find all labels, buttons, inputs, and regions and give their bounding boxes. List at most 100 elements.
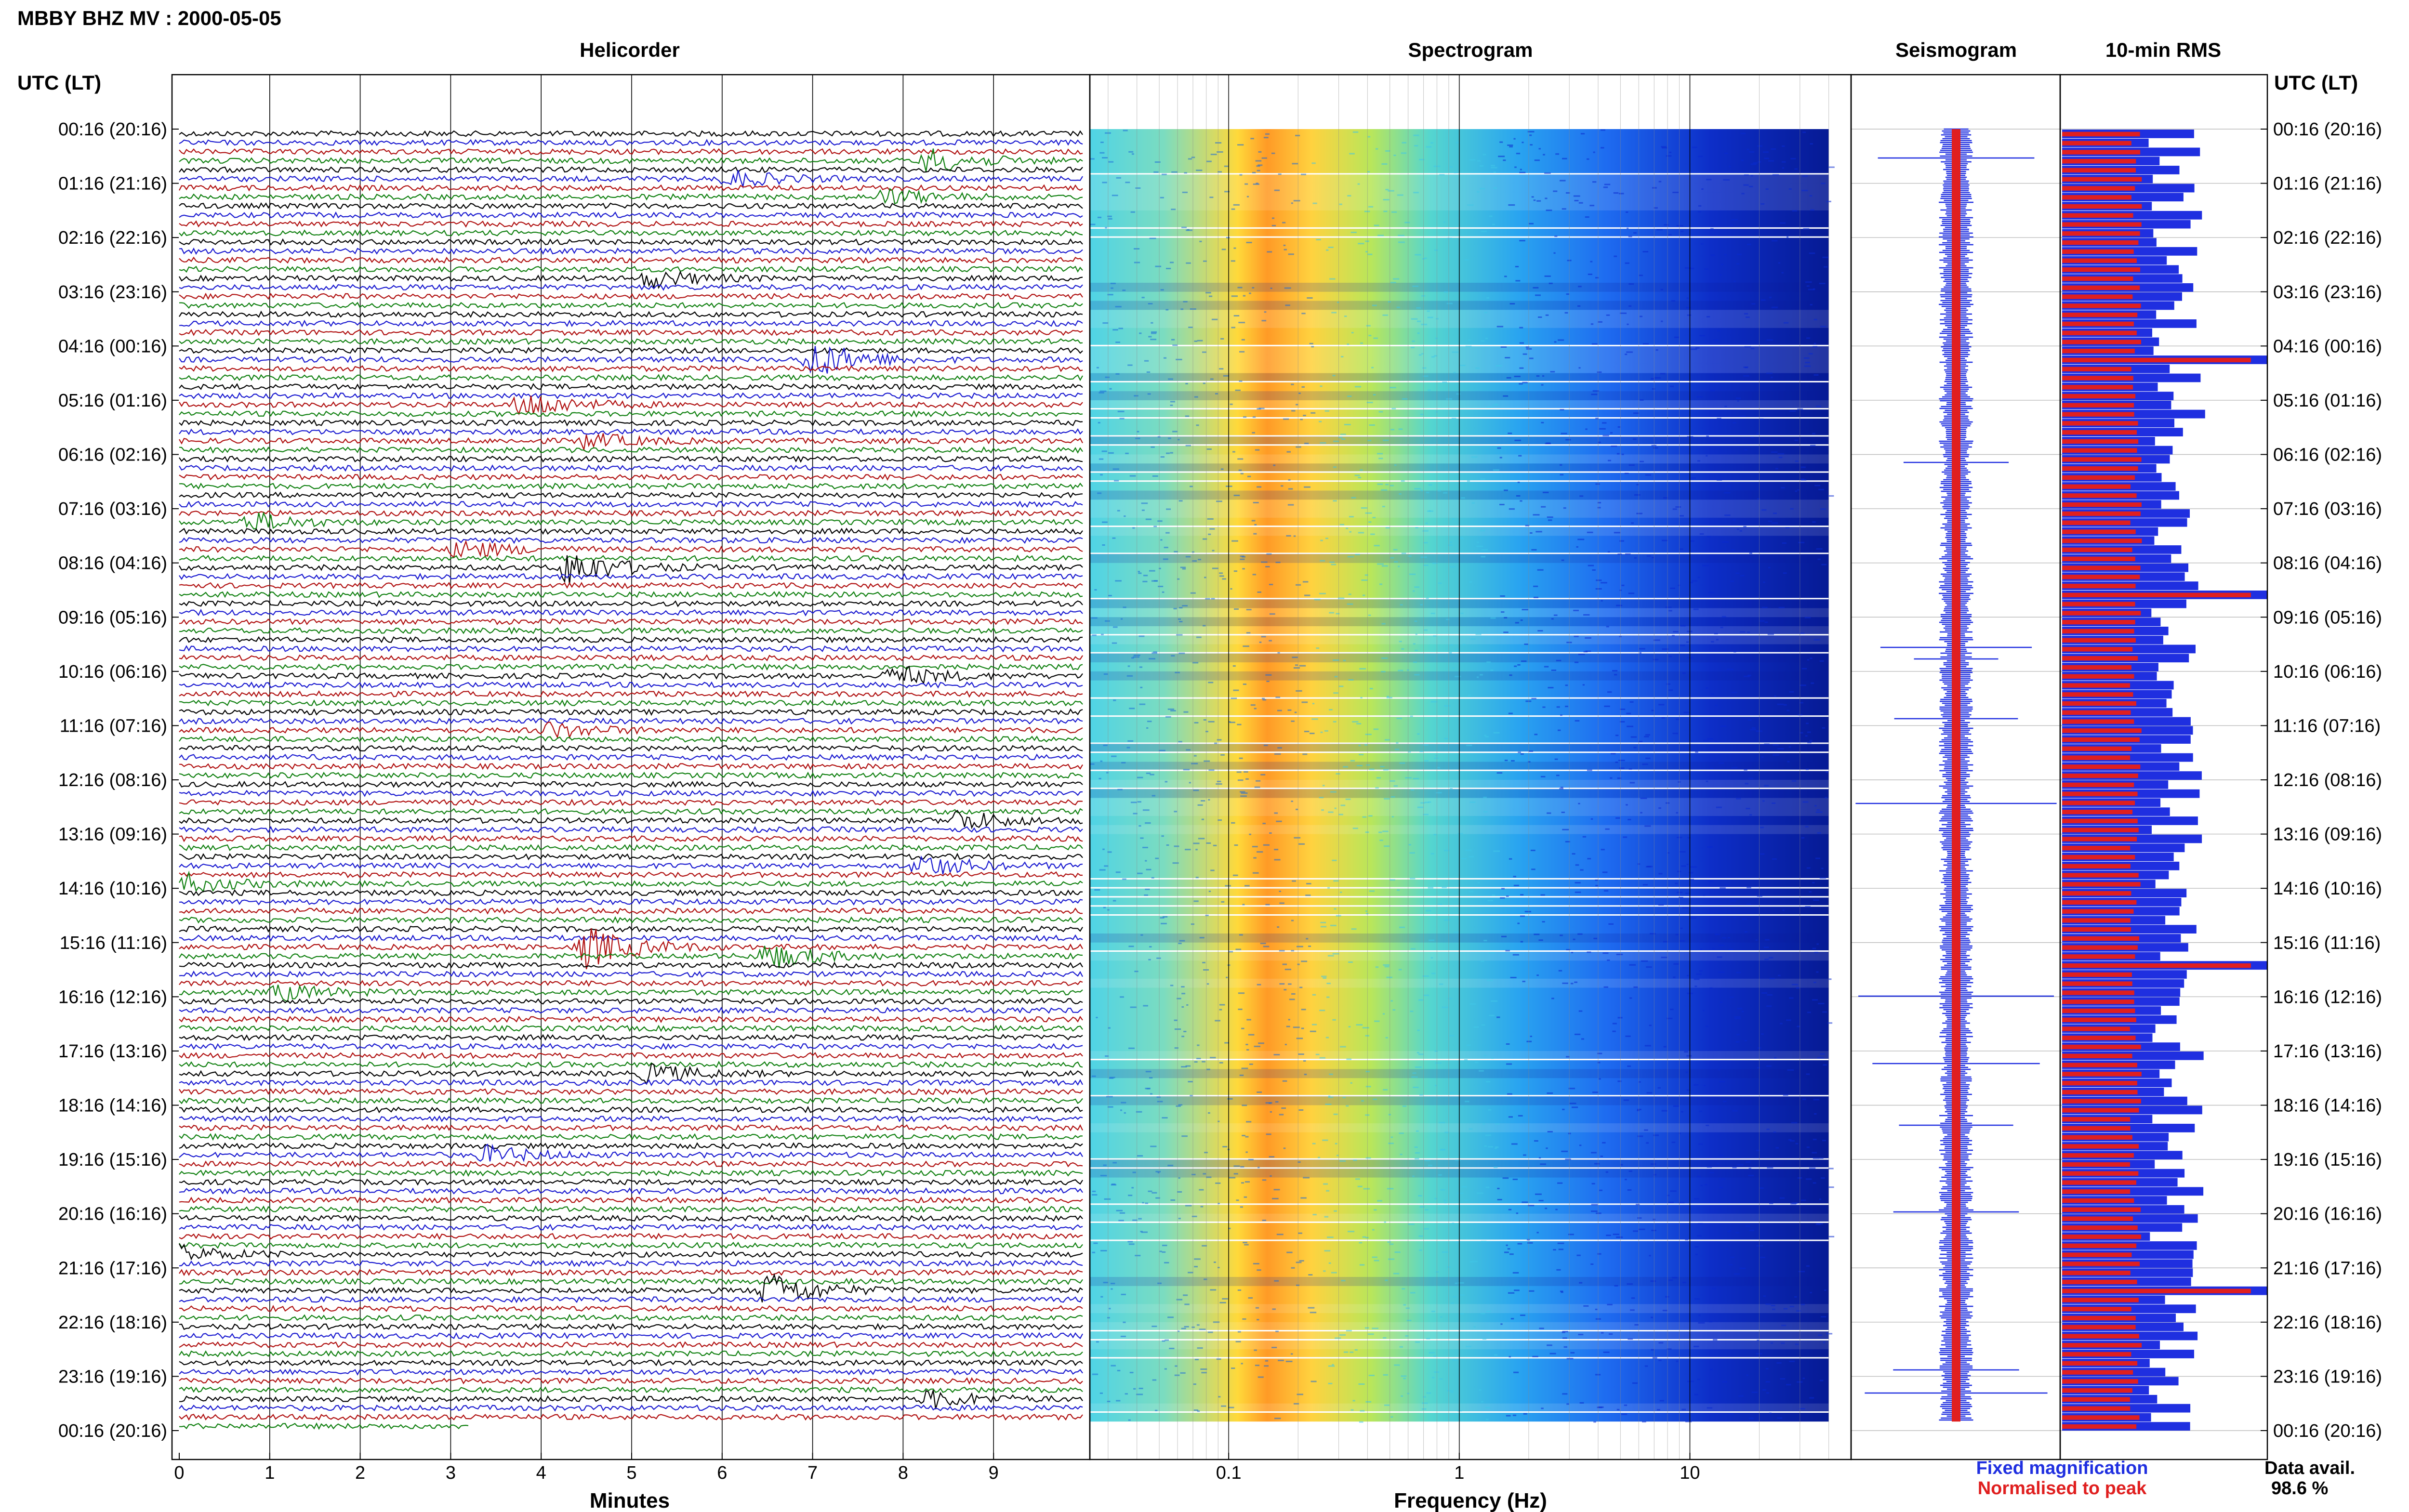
spectrogram-speckle: [1122, 878, 1126, 880]
spectrogram-speckle: [1656, 229, 1663, 231]
spectrogram-speckle: [1294, 837, 1301, 839]
spectrogram-speckle: [1810, 209, 1814, 211]
spectrogram-speckle: [1328, 1365, 1335, 1367]
spectrogram-speckle: [1334, 908, 1337, 910]
spectrogram-speckle: [1385, 150, 1390, 152]
spectrogram-speckle: [1778, 457, 1783, 459]
spectrogram-speckle: [1509, 1253, 1514, 1255]
spectrogram-speckle: [1731, 766, 1738, 768]
spectrogram-speckle: [1423, 565, 1429, 566]
spectrogram-speckle: [1394, 561, 1398, 563]
spectrogram-speckle: [1255, 1365, 1260, 1367]
spectrogram-speckle: [1718, 1069, 1721, 1071]
rms-bar-normalised: [2062, 1388, 2132, 1393]
spectrogram-speckle: [1337, 597, 1345, 599]
helicorder-trace-row: [179, 871, 1083, 879]
spectrogram-speckle: [1653, 1134, 1659, 1136]
spectrogram-speckle: [1560, 180, 1566, 182]
spectrogram-speckle: [1200, 1206, 1204, 1208]
spectrogram-speckle: [1585, 637, 1591, 639]
spectrogram-speckle: [1414, 145, 1418, 147]
spectrogram-speckle: [1099, 390, 1107, 392]
rms-bar-normalised: [2062, 285, 2140, 290]
station-title: MBBY BHZ MV : 2000-05-05: [17, 7, 281, 29]
spectrogram-speckle: [1541, 506, 1546, 508]
spectrogram-speckle: [1603, 186, 1608, 188]
spectrogram-speckle: [1607, 691, 1612, 693]
spectrogram-speckle: [1421, 353, 1424, 355]
spectrogram-speckle: [1429, 939, 1435, 941]
spectrogram-speckle: [1401, 648, 1404, 650]
spectrogram-speckle: [1398, 969, 1402, 971]
spectrogram-speckle: [1619, 767, 1625, 769]
spectrogram-speckle: [1466, 1345, 1471, 1347]
spectrogram-speckle: [1179, 940, 1185, 942]
spectrogram-speckle: [1293, 200, 1300, 202]
spectrogram-speckle: [1587, 858, 1591, 860]
spectrogram-speckle: [1714, 633, 1718, 635]
spectrogram-speckle: [1109, 1308, 1111, 1310]
spectrogram-speckle: [1140, 686, 1143, 688]
spectrogram-speckle: [1635, 1204, 1640, 1206]
spectrogram-speckle: [1715, 704, 1718, 706]
spectrogram-speckle: [1794, 168, 1798, 170]
spectrogram-speckle: [1539, 1328, 1544, 1329]
spectrogram-speckle: [1550, 371, 1555, 373]
spectrogram-speckle: [1150, 774, 1154, 776]
rms-bar-normalised: [2062, 439, 2139, 444]
spectrogram-speckle: [1239, 757, 1243, 759]
spectrogram-speckle: [1668, 1279, 1673, 1281]
spectrogram-speckle: [1228, 721, 1231, 723]
spectrogram-speckle: [1686, 1055, 1692, 1057]
spectrogram-speckle: [1684, 1051, 1688, 1053]
spectrogram-speckle: [1681, 1408, 1686, 1410]
spectrogram-speckle: [1828, 1186, 1834, 1188]
spectrogram-speckle: [1274, 859, 1281, 861]
spectrogram-speckle: [1762, 800, 1765, 802]
spectrogram-speckle: [1620, 1164, 1623, 1166]
helicorder-trace-row: [179, 717, 1083, 725]
spectrogram-speckle: [1651, 378, 1654, 380]
spectrogram-speckle: [1091, 617, 1098, 619]
spectrogram-speckle: [1446, 1390, 1454, 1392]
time-label-left: 09:16 (05:16): [58, 607, 167, 628]
spectrogram-speckle: [1734, 1273, 1740, 1275]
spectrogram-speckle: [1374, 1020, 1380, 1022]
spectrogram-speckle: [1319, 592, 1326, 594]
spectrogram-speckle: [1756, 1149, 1760, 1151]
rms-bar-normalised: [2062, 1144, 2139, 1149]
spectrogram-speckle: [1540, 894, 1545, 896]
spectrogram-speckle: [1163, 558, 1168, 560]
time-label-left: 17:16 (13:16): [58, 1041, 167, 1062]
spectrogram-speckle: [1605, 828, 1610, 830]
rms-bar-normalised: [2062, 846, 2131, 851]
spectrogram-speckle: [1805, 281, 1812, 283]
helicorder-trace-row: [179, 310, 1083, 318]
spectrogram-speckle: [1689, 581, 1694, 583]
spectrogram-speckle: [1165, 1339, 1169, 1341]
spectrogram-speckle: [1722, 1381, 1728, 1383]
spectrogram-speckle: [1246, 196, 1249, 197]
spectrogram-speckle: [1295, 664, 1298, 666]
spectrogram-speckle: [1310, 733, 1315, 735]
spectrogram-speckle: [1351, 497, 1356, 499]
helicorder-trace-row: [179, 256, 1083, 264]
spectrogram-speckle: [1772, 174, 1779, 176]
rms-bar-normalised: [2062, 1397, 2130, 1402]
spectrogram-speckle: [1634, 1324, 1639, 1326]
spectrogram-speckle: [1226, 976, 1228, 978]
spectrogram-speckle: [1149, 570, 1155, 572]
spectrogram-speckle: [1560, 409, 1564, 411]
spectrogram-speckle: [1682, 907, 1689, 909]
spectrogram-speckle: [1379, 583, 1383, 585]
spectrogram-speckle: [1241, 1067, 1248, 1069]
spectrogram-speckle: [1685, 1420, 1692, 1422]
spectrogram-speckle: [1745, 1161, 1750, 1163]
spectrogram-speckle: [1591, 1204, 1598, 1206]
spectrogram-speckle: [1385, 189, 1389, 191]
spectrogram-speckle: [1477, 160, 1481, 162]
spectrogram-speckle: [1697, 1235, 1702, 1237]
spectrogram-speckle: [1246, 1121, 1252, 1123]
spectrogram-speckle: [1311, 718, 1318, 720]
spectrogram-speckle: [1252, 846, 1258, 848]
